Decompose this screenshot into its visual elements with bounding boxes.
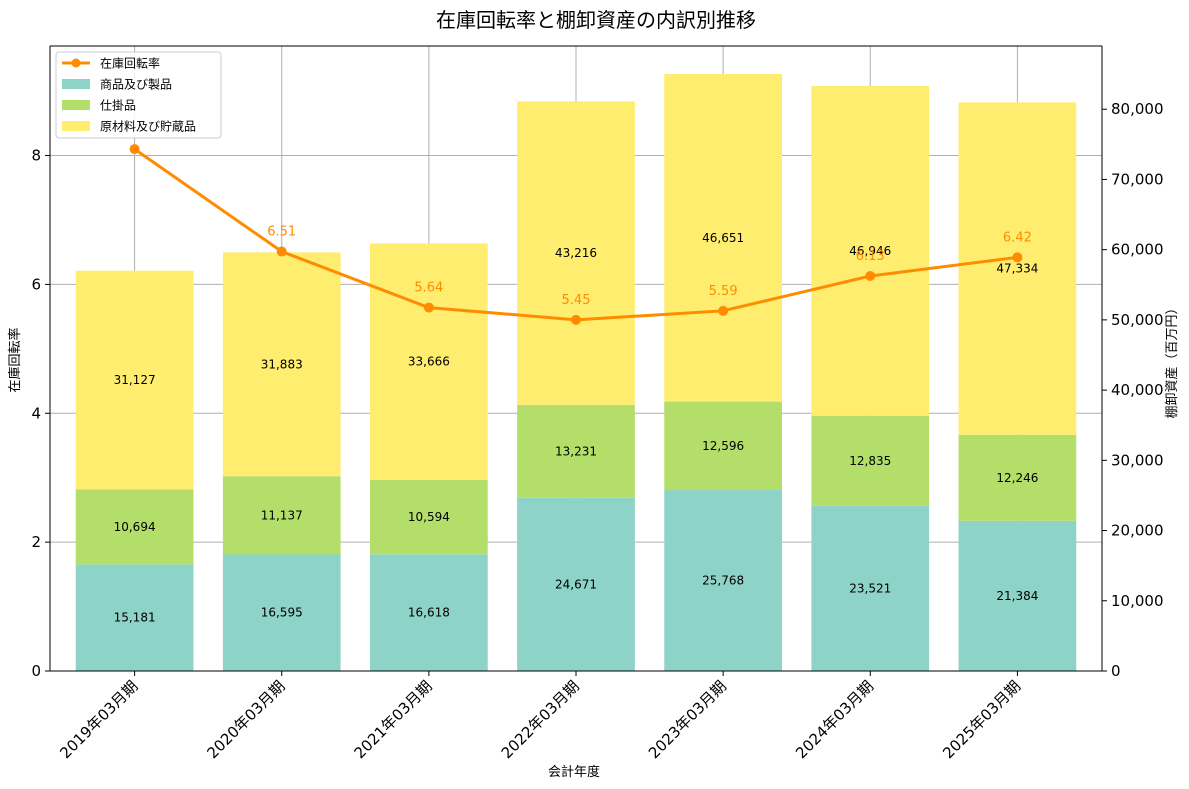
- legend-swatch: [62, 121, 90, 131]
- turnover-value-label: 6.51: [267, 225, 296, 240]
- bar-segment: [664, 490, 782, 671]
- legend-marker: [71, 58, 81, 68]
- y-tick-label-left: 4: [31, 404, 41, 422]
- x-tick-label: 2025年03月期: [939, 677, 1024, 762]
- bar-segment: [517, 497, 635, 671]
- turnover-point: [865, 271, 876, 282]
- bar-value-label: 23,521: [849, 581, 891, 595]
- turnover-point: [276, 246, 287, 257]
- bar-segment: [958, 434, 1077, 521]
- bar-segment: [370, 479, 488, 555]
- legend-swatch: [62, 79, 90, 89]
- bar-value-label: 31,127: [114, 373, 156, 387]
- bar-segment: [664, 73, 782, 402]
- bar-value-label: 31,883: [261, 357, 303, 371]
- y-axis-title-right: 棚卸資産（百万円）: [1164, 301, 1180, 418]
- y-tick-label-left: 0: [31, 662, 41, 680]
- bar-value-label: 13,231: [555, 444, 597, 458]
- bar-segment: [664, 401, 782, 491]
- x-tick-label: 2024年03月期: [792, 677, 877, 762]
- legend-box: [55, 51, 222, 139]
- bar-segment: [811, 86, 930, 416]
- bar-value-label: 12,596: [702, 439, 744, 453]
- bar-labels: 15,181 10,694 31,127 16,595 11,137 31,883 16,6…: [114, 231, 1039, 625]
- y-tick-label-left: 2: [31, 533, 41, 551]
- turnover-value-label: 5.64: [414, 281, 443, 296]
- legend-swatch: [62, 100, 90, 110]
- bar-segment: [222, 252, 341, 477]
- y-tick-label-right: 70,000: [1111, 170, 1164, 188]
- bar-value-label: 24,671: [555, 577, 597, 591]
- bar-segment: [517, 404, 635, 498]
- x-tick-label: 2019年03月期: [56, 677, 141, 762]
- bar-value-label: 43,216: [555, 246, 597, 260]
- turnover-point: [571, 314, 581, 325]
- y-tick-label-right: 60,000: [1111, 241, 1164, 259]
- bar-segment: [75, 564, 194, 671]
- bar-segment: [75, 489, 194, 565]
- x-tick-label: 2020年03月期: [204, 677, 289, 762]
- bar-value-label: 12,835: [849, 454, 891, 468]
- bar-segment: [517, 101, 635, 405]
- y-tick-label-left: 6: [31, 275, 41, 293]
- bar-value-label: 33,666: [408, 355, 450, 369]
- turnover-point: [718, 305, 729, 316]
- turnover-point: [129, 144, 140, 155]
- y-axis-title-left: 在庫回転率: [7, 327, 23, 392]
- x-tick-label: 2023年03月期: [645, 677, 730, 762]
- legend-label: 商品及び製品: [100, 77, 172, 92]
- bar-value-label: 15,181: [114, 611, 156, 625]
- bar-value-label: 11,137: [261, 508, 303, 522]
- legend-label: 原材料及び貯蔵品: [100, 120, 196, 134]
- bar-segment: [811, 505, 930, 671]
- x-tick-label: 2022年03月期: [498, 677, 583, 762]
- bar-segment: [370, 243, 488, 480]
- bar-value-label: 21,384: [996, 589, 1038, 603]
- bar-value-label: 47,334: [996, 262, 1038, 276]
- legend-label: 仕掛品: [100, 98, 136, 113]
- y-tick-label-right: 20,000: [1111, 522, 1164, 540]
- turnover-value-label: 6.13: [856, 249, 885, 264]
- turnover-value-label: 6.42: [1003, 230, 1032, 245]
- line-layer: 6.51 5.64 5.45 5.59 6.13 6.42: [129, 144, 1032, 325]
- bar-segment: [370, 554, 488, 671]
- legend-label: 在庫回転率: [100, 56, 160, 71]
- bar-segment: [811, 415, 930, 506]
- chart-title: 在庫回転率と棚卸資産の内訳別推移: [436, 8, 756, 32]
- bar-segment: [958, 102, 1077, 435]
- y-tick-label-right: 10,000: [1111, 592, 1164, 610]
- bar-segment: [222, 554, 341, 671]
- bar-value-label: 16,618: [408, 606, 450, 620]
- x-axis-title: 会計年度: [548, 764, 600, 780]
- y-tick-label-right: 40,000: [1111, 381, 1164, 399]
- bar-value-label: 12,246: [996, 471, 1038, 485]
- turnover-value-label: 5.59: [709, 284, 738, 299]
- y-tick-label-right: 50,000: [1111, 311, 1164, 329]
- bar-segment: [222, 476, 341, 555]
- bar-value-label: 10,594: [408, 510, 450, 524]
- turnover-point: [423, 302, 434, 313]
- x-tick-label: 2021年03月期: [351, 677, 436, 762]
- y-tick-label-right: 80,000: [1111, 100, 1164, 118]
- bar-value-label: 16,595: [261, 606, 303, 620]
- bar-value-label: 10,694: [114, 520, 156, 534]
- bar-segment: [75, 270, 194, 490]
- y-tick-label-left: 8: [31, 147, 41, 165]
- bar-value-label: 25,768: [702, 574, 744, 588]
- bar-segment: [958, 520, 1077, 671]
- bar-value-label: 46,651: [702, 231, 744, 245]
- y-tick-label-right: 0: [1111, 662, 1121, 680]
- turnover-value-label: 5.45: [562, 293, 591, 308]
- bars: [75, 73, 1077, 671]
- y-tick-label-right: 30,000: [1111, 451, 1164, 469]
- bar-value-label: 46,946: [849, 244, 891, 258]
- turnover-point: [1012, 252, 1023, 263]
